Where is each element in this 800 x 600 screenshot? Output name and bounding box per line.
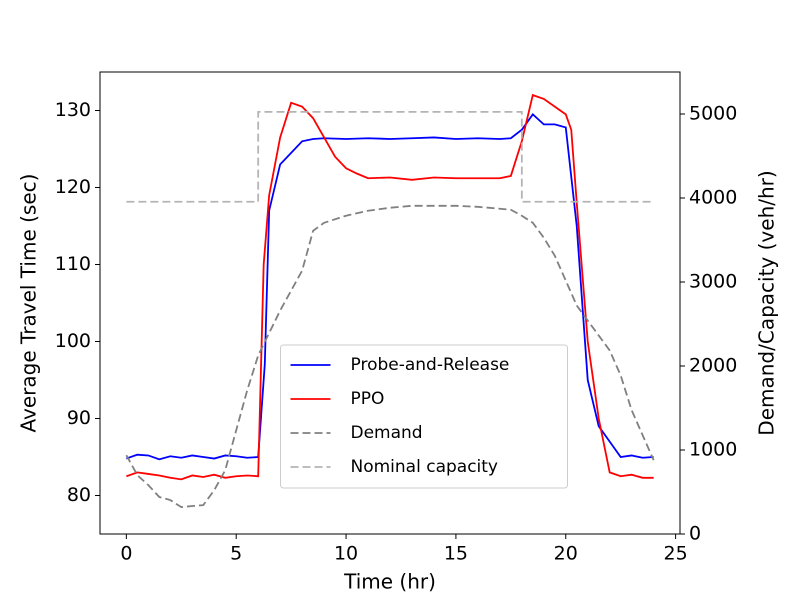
x-tick-label: 25	[664, 543, 688, 565]
y-tick-label: 100	[55, 330, 91, 352]
legend-box	[280, 344, 568, 489]
y2-tick-label: 0	[689, 523, 701, 545]
y2-axis-label: Demand/Capacity (veh/hr)	[755, 170, 779, 435]
x-axis-label: Time (hr)	[343, 570, 436, 594]
y2-tick-label: 2000	[689, 355, 737, 377]
y-tick-label: 80	[67, 484, 91, 506]
y-axis-label: Average Travel Time (sec)	[17, 174, 41, 433]
y-tick-label: 120	[55, 176, 91, 198]
series-line	[125, 204, 655, 509]
legend-label: PPO	[351, 389, 385, 409]
legend-label: Demand	[351, 423, 423, 443]
y-tick-label: 90	[67, 407, 91, 429]
x-tick-label: 20	[554, 543, 578, 565]
plot-frame	[99, 71, 681, 535]
y-tick-label: 110	[55, 253, 91, 275]
x-tick-label: 5	[230, 543, 242, 565]
series-line	[126, 113, 654, 461]
y2-tick-label: 3000	[689, 271, 737, 293]
y2-tick-label: 4000	[689, 187, 737, 209]
y2-tick-label: 1000	[689, 439, 737, 461]
y2-tick-label: 5000	[689, 103, 737, 125]
x-tick-label: 15	[444, 543, 468, 565]
series-line	[126, 111, 654, 203]
legend-label: Nominal capacity	[351, 457, 499, 477]
x-tick-label: 0	[120, 543, 132, 565]
series-line	[126, 93, 654, 481]
x-tick-label: 10	[334, 543, 358, 565]
legend-label: Probe-and-Release	[351, 355, 510, 375]
y-tick-label: 130	[55, 99, 91, 121]
